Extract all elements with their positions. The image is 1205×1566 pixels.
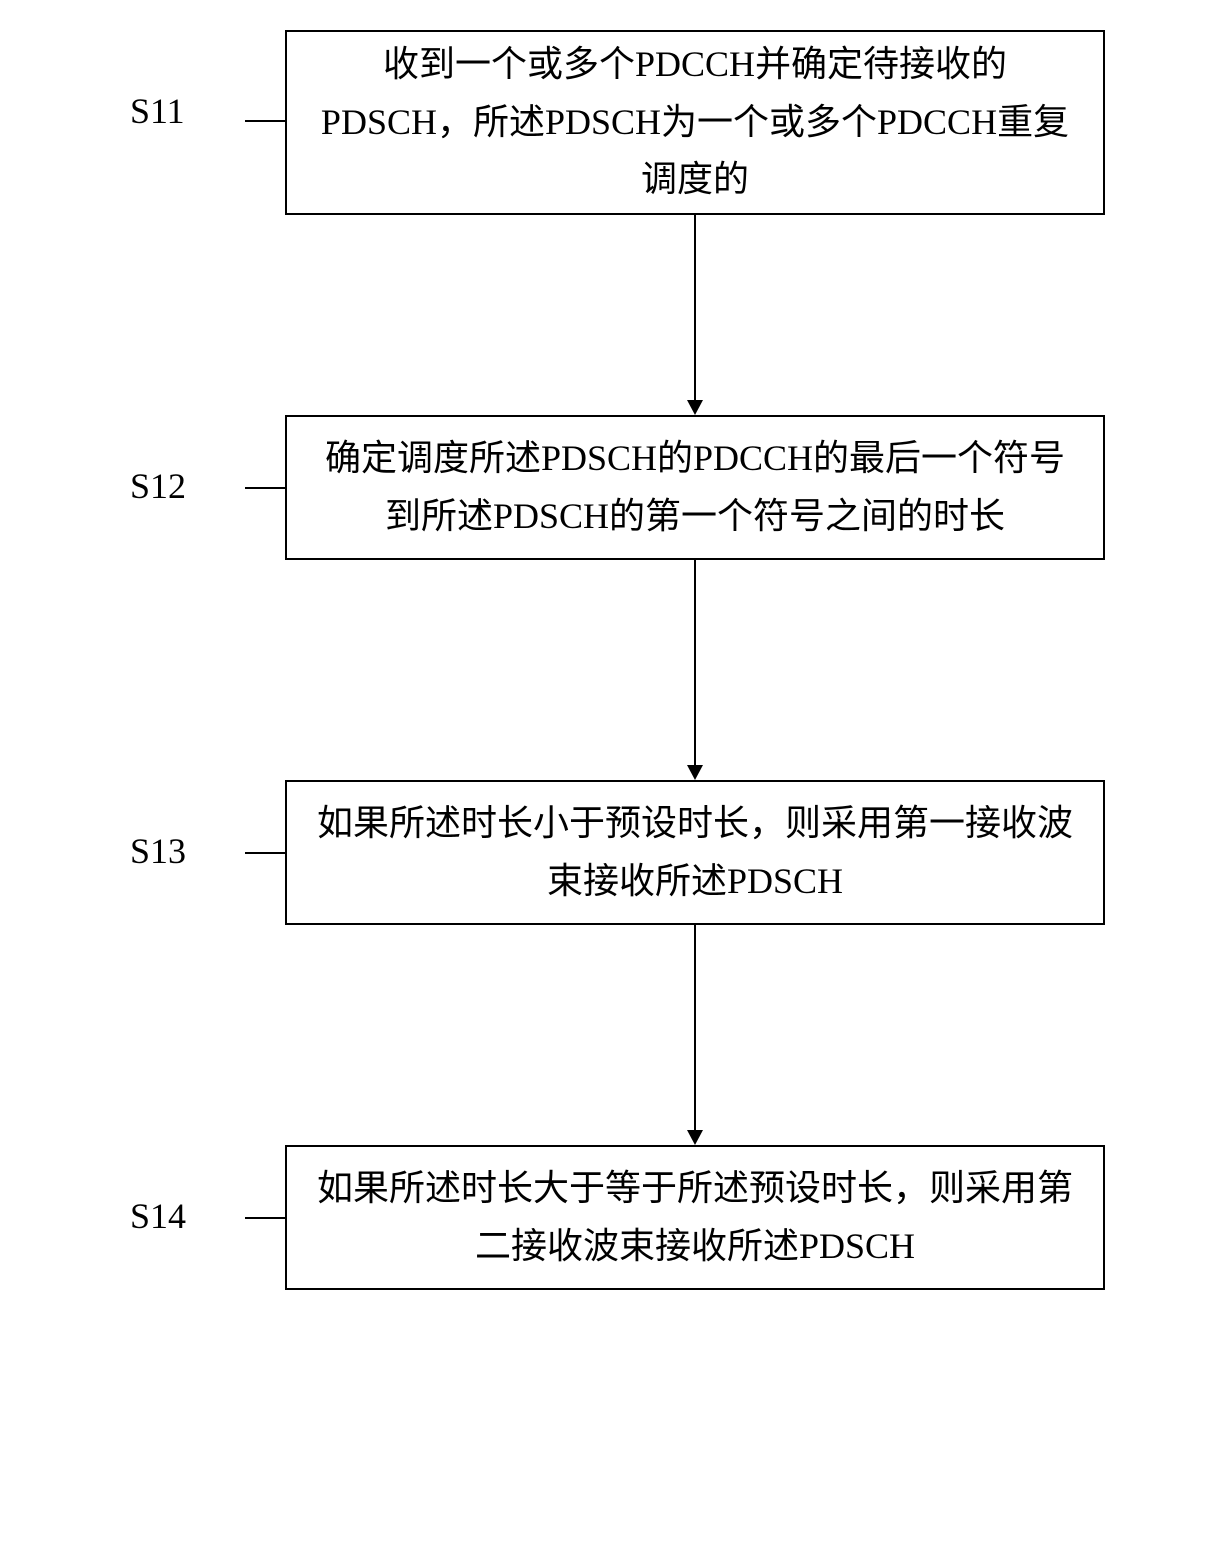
step-s14-bracket-line <box>245 1217 285 1219</box>
arrow-s13-s14 <box>695 925 697 1145</box>
step-s12-text: 确定调度所述PDSCH的PDCCH的最后一个符号到所述PDSCH的第一个符号之间… <box>317 430 1073 545</box>
step-s11-bracket-line <box>245 120 285 122</box>
step-s14-label: S14 <box>130 1195 186 1237</box>
step-s12-bracket-line <box>245 487 285 489</box>
arrow-s11-s12 <box>695 215 697 415</box>
step-s14-text: 如果所述时长大于等于所述预设时长，则采用第二接收波束接收所述PDSCH <box>317 1160 1073 1275</box>
step-s12-box: 确定调度所述PDSCH的PDCCH的最后一个符号到所述PDSCH的第一个符号之间… <box>285 415 1105 560</box>
step-s12-label: S12 <box>130 465 186 507</box>
step-s14-box: 如果所述时长大于等于所述预设时长，则采用第二接收波束接收所述PDSCH <box>285 1145 1105 1290</box>
step-s11-label: S11 <box>130 90 185 132</box>
arrow-s12-s13 <box>695 560 697 780</box>
step-s13-text: 如果所述时长小于预设时长，则采用第一接收波束接收所述PDSCH <box>317 795 1073 910</box>
step-s11-box: 收到一个或多个PDCCH并确定待接收的PDSCH，所述PDSCH为一个或多个PD… <box>285 30 1105 215</box>
step-s13-label: S13 <box>130 830 186 872</box>
step-s11-text: 收到一个或多个PDCCH并确定待接收的PDSCH，所述PDSCH为一个或多个PD… <box>317 36 1073 209</box>
step-s13-bracket-line <box>245 852 285 854</box>
flowchart-container: S11 收到一个或多个PDCCH并确定待接收的PDSCH，所述PDSCH为一个或… <box>0 0 1205 1566</box>
step-s13-box: 如果所述时长小于预设时长，则采用第一接收波束接收所述PDSCH <box>285 780 1105 925</box>
